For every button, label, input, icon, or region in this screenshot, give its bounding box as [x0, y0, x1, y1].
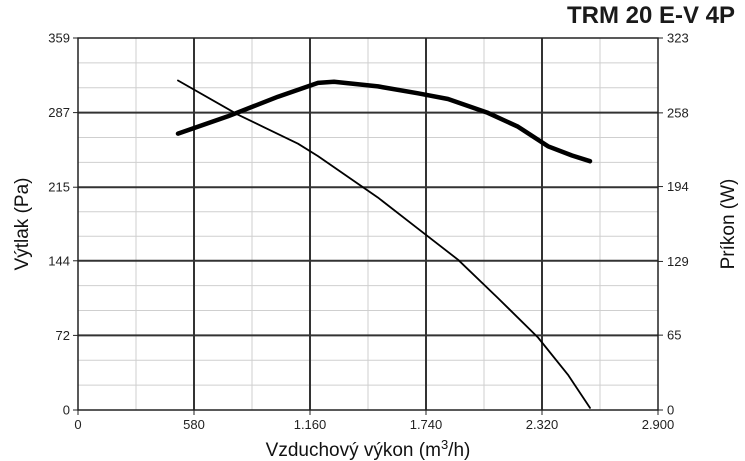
y-axis-right-label: Príkon (W)	[718, 179, 739, 270]
y-right-tick-label: 258	[667, 105, 689, 120]
pressure-curve-line	[177, 79, 591, 409]
series-layer	[175, 79, 593, 409]
x-tick-label: 2.320	[526, 417, 559, 432]
x-axis-label: Vzduchový výkon (m3/h)	[266, 437, 471, 461]
y-right-tick-label: 129	[667, 254, 689, 269]
y-axis-left-label: Výtlak (Pa)	[12, 178, 33, 271]
x-tick-label: 0	[74, 417, 81, 432]
y-left-tick-label: 72	[56, 328, 70, 343]
tick-labels: 0 580 1.160 1.740 2.320 2.9000721442152873590…	[48, 31, 688, 433]
x-tick-label: 2.900	[642, 417, 675, 432]
y-left-tick-label: 144	[48, 253, 70, 268]
x-tick-label: 580	[183, 417, 205, 432]
y-right-tick-label: 194	[667, 179, 689, 194]
y-left-tick-label: 287	[48, 105, 70, 120]
chart-title: TRM 20 E-V 4P	[566, 2, 735, 29]
x-tick-label: 1.740	[410, 417, 443, 432]
y-left-tick-label: 0	[63, 403, 70, 418]
y-right-tick-label: 65	[667, 328, 681, 343]
x-tick-label: 1.160	[294, 417, 327, 432]
y-right-tick-label: 323	[667, 31, 689, 46]
y-left-tick-label: 359	[48, 31, 70, 46]
plot-frame	[77, 37, 659, 411]
y-left-tick-label: 215	[48, 180, 70, 195]
power-curve-line	[175, 79, 593, 164]
y-right-tick-label: 0	[667, 403, 674, 418]
grid	[78, 38, 658, 410]
